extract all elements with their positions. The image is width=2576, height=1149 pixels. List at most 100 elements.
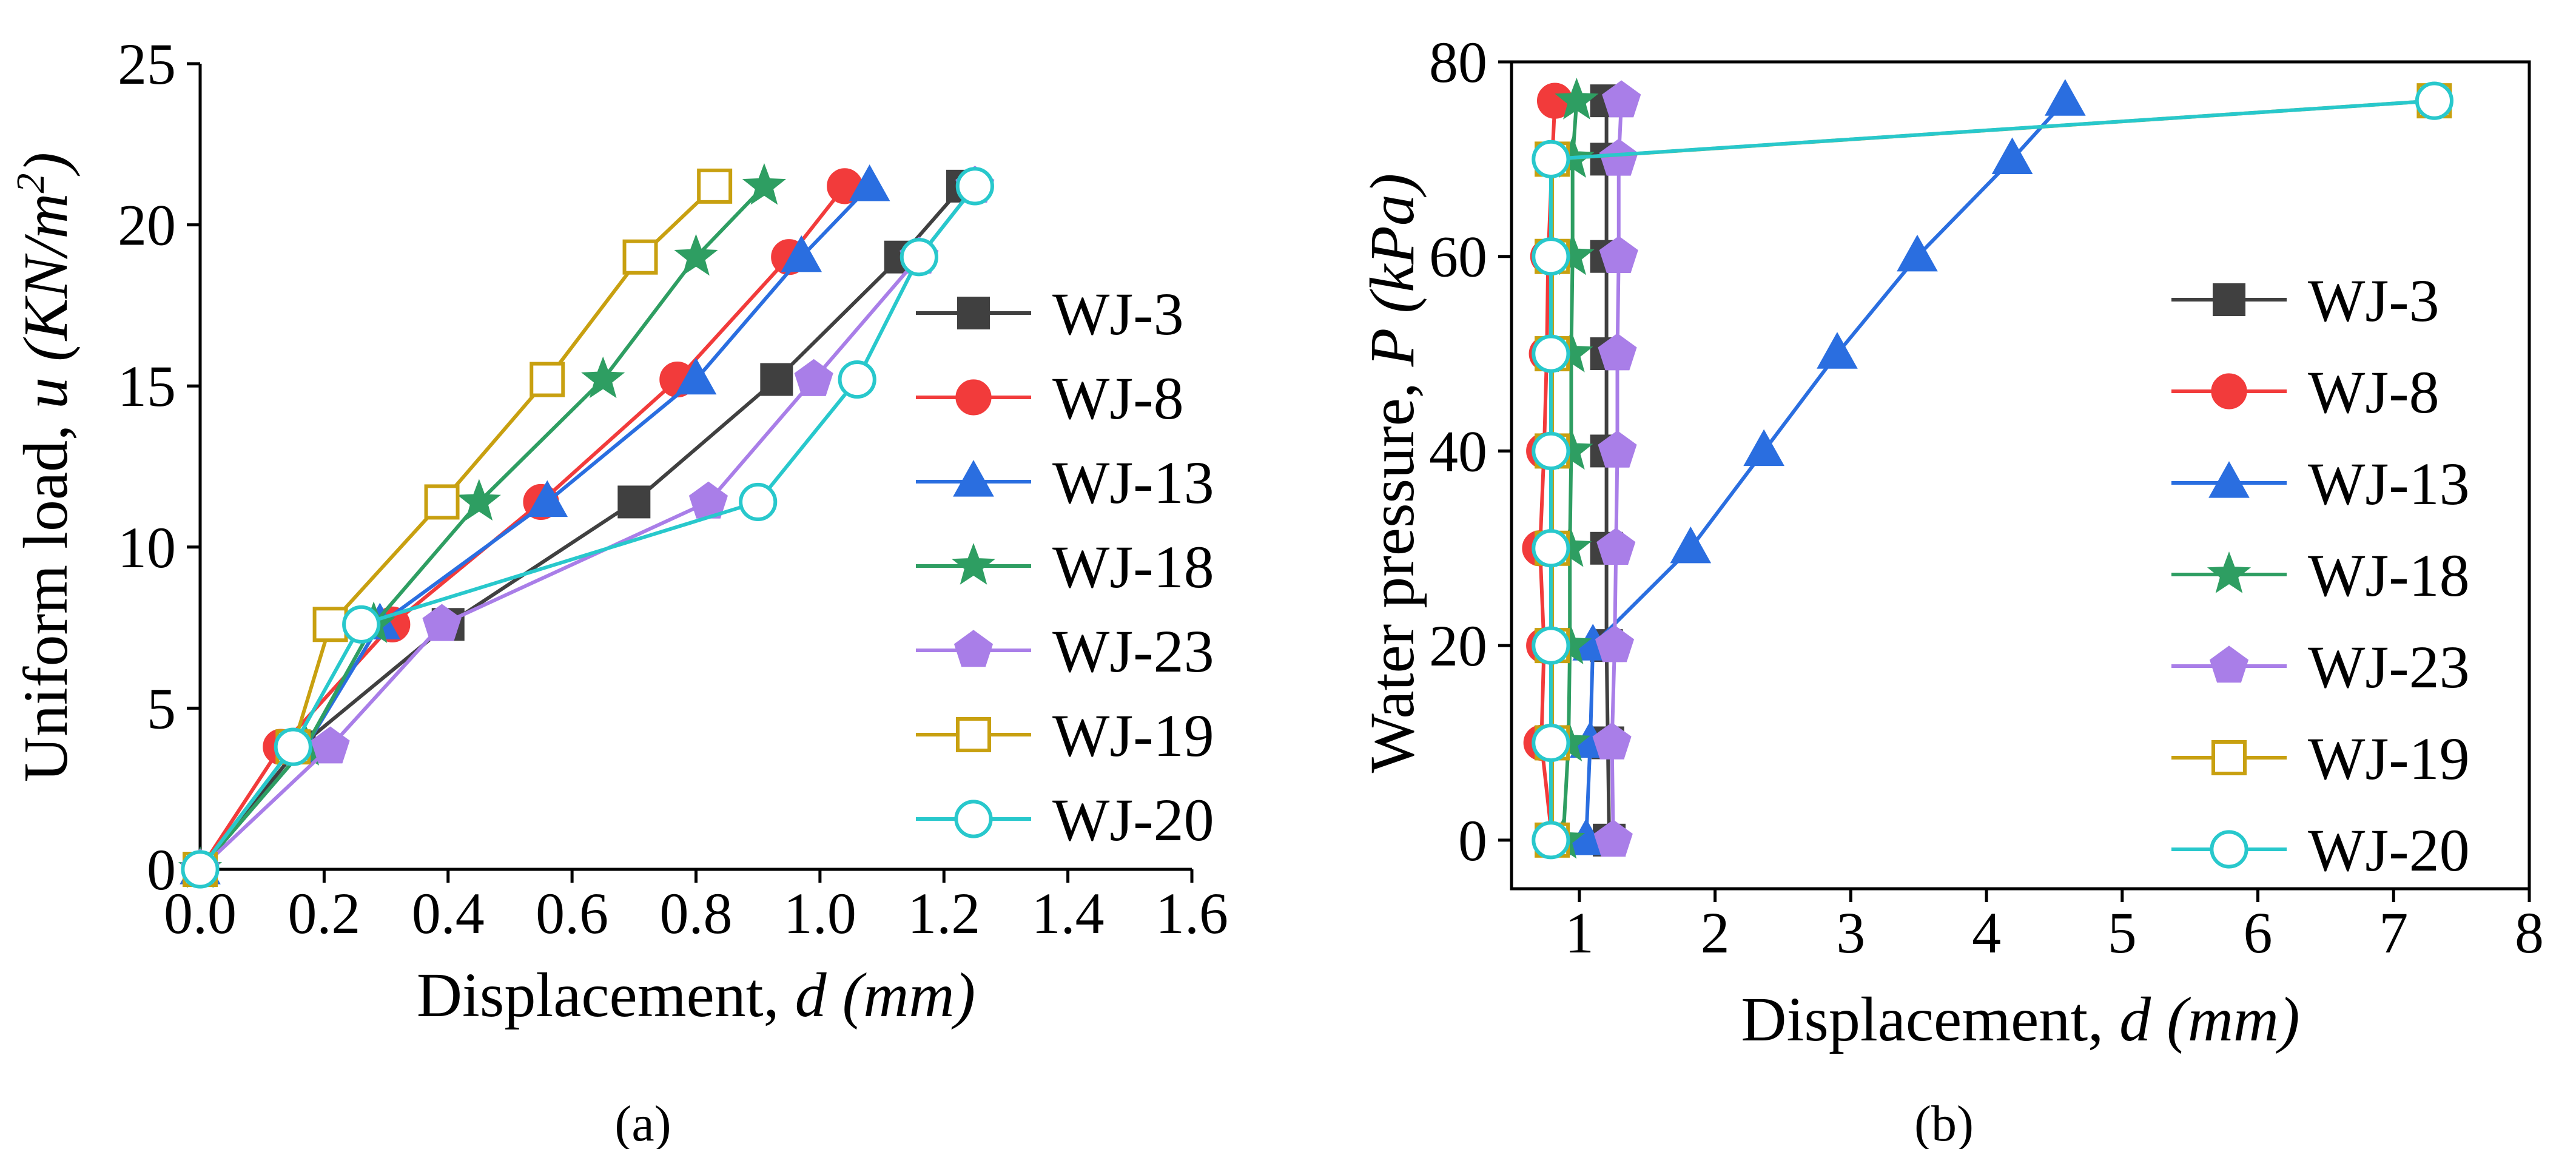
data-point [1602, 80, 1641, 118]
legend-marker [955, 379, 992, 416]
x-axis-title: Displacement, d (mm) [417, 960, 975, 1030]
x-tick-label: 4 [1972, 900, 2001, 965]
data-point [1532, 821, 1570, 860]
data-point [1532, 431, 1570, 471]
x-tick-label: 3 [1836, 900, 1865, 965]
legend-label: WJ-20 [1052, 786, 1214, 854]
data-point [1599, 235, 1638, 273]
legend-label: WJ-19 [1052, 702, 1214, 769]
data-point [1598, 430, 1637, 468]
panel-label: (a) [614, 1096, 671, 1149]
data-point [1743, 429, 1784, 467]
data-point [622, 239, 658, 275]
legend-marker [2207, 551, 2251, 593]
y-tick-label: 0 [147, 837, 176, 902]
legend-marker [951, 543, 996, 585]
data-point [760, 363, 793, 396]
x-tick-label: 2 [1701, 900, 1730, 965]
y-tick-label: 25 [118, 32, 176, 96]
legend-label: WJ-20 [2308, 817, 2470, 884]
series-WJ-3 [184, 169, 979, 886]
y-axis-title-main: Uniform load, [11, 409, 81, 782]
x-tick-label: 8 [2515, 900, 2544, 965]
data-point [422, 604, 462, 641]
x-tick-label: 7 [2379, 900, 2408, 965]
x-tick-label: 1 [1565, 900, 1594, 965]
data-point [1596, 528, 1636, 565]
series-line [1550, 99, 2435, 840]
series-line [198, 184, 964, 871]
data-point [674, 234, 718, 276]
data-point [1897, 234, 1938, 272]
data-point [675, 357, 717, 395]
data-point [457, 479, 501, 521]
legend-marker [957, 297, 990, 329]
y-tick-label: 5 [147, 676, 176, 741]
data-point [1670, 526, 1712, 564]
data-point [1532, 334, 1570, 373]
data-point [849, 164, 890, 201]
data-point [1991, 137, 2033, 175]
series-line [1549, 99, 2435, 840]
data-point [955, 167, 994, 206]
x-axis-title-main: Displacement, [1741, 985, 2119, 1054]
plot-frame [1510, 60, 2531, 891]
legend-marker [2213, 283, 2245, 316]
legend-marker [953, 630, 994, 667]
series-line [198, 185, 847, 871]
data-point [1532, 529, 1570, 568]
y-tick-label: 0 [1458, 808, 1487, 873]
legend-marker [2211, 740, 2247, 775]
data-point [342, 605, 381, 644]
data-point [1532, 237, 1570, 276]
series-WJ-8 [182, 168, 863, 888]
legend-label: WJ-23 [1052, 618, 1214, 685]
y-tick-label: 10 [118, 515, 176, 580]
legend-label: WJ-8 [1052, 365, 1184, 432]
data-point [1593, 820, 1633, 857]
data-point [739, 482, 778, 522]
legend: WJ-3 WJ-8 WJ-13 WJ-18 WJ-23 WJ-19 WJ-20 [916, 280, 1214, 854]
x-tick-label: 6 [2244, 900, 2273, 965]
legend-label: WJ-19 [2308, 725, 2470, 792]
x-tick-label: 1.0 [784, 881, 856, 946]
y-axis-title-close: ) [11, 152, 81, 177]
x-axis-title-unit: d (mm) [795, 960, 975, 1030]
legend-marker [2210, 830, 2248, 869]
legend-label: WJ-8 [2308, 359, 2440, 426]
series-line [198, 185, 977, 871]
data-point [2415, 81, 2453, 120]
legend-label: WJ-3 [2308, 267, 2440, 334]
data-point [900, 238, 938, 277]
y-tick-label: 60 [1429, 224, 1487, 289]
data-point [781, 235, 822, 272]
data-point [274, 727, 312, 766]
data-point [311, 726, 350, 764]
y-axis-title-unit: P (kPa) [1357, 174, 1427, 368]
data-point [838, 360, 876, 399]
series-WJ-19 [183, 168, 733, 887]
x-tick-label: 1.4 [1032, 881, 1105, 946]
data-point [1532, 140, 1570, 178]
panel-label: (b) [1914, 1096, 1974, 1149]
x-tick-label: 0.4 [412, 881, 485, 946]
data-point [1817, 332, 1858, 369]
y-tick-label: 20 [1429, 613, 1487, 678]
y-axis-title-unit: u (KN/m [11, 194, 81, 409]
data-point [312, 607, 348, 642]
series-line [198, 185, 977, 871]
series-WJ-20 [181, 167, 994, 889]
x-tick-label: 0.0 [164, 881, 237, 946]
data-point [1599, 138, 1638, 176]
y-tick-label: 20 [118, 193, 176, 258]
x-axis-title-main: Displacement, [417, 960, 795, 1030]
y-tick-label: 40 [1429, 419, 1487, 484]
data-point [2045, 79, 2086, 116]
data-point [794, 359, 833, 396]
x-tick-label: 5 [2108, 900, 2137, 965]
series-WJ-13 [1565, 79, 2086, 855]
series-WJ-23 [1592, 80, 1641, 857]
data-point [1532, 626, 1570, 665]
legend-marker [953, 460, 994, 497]
